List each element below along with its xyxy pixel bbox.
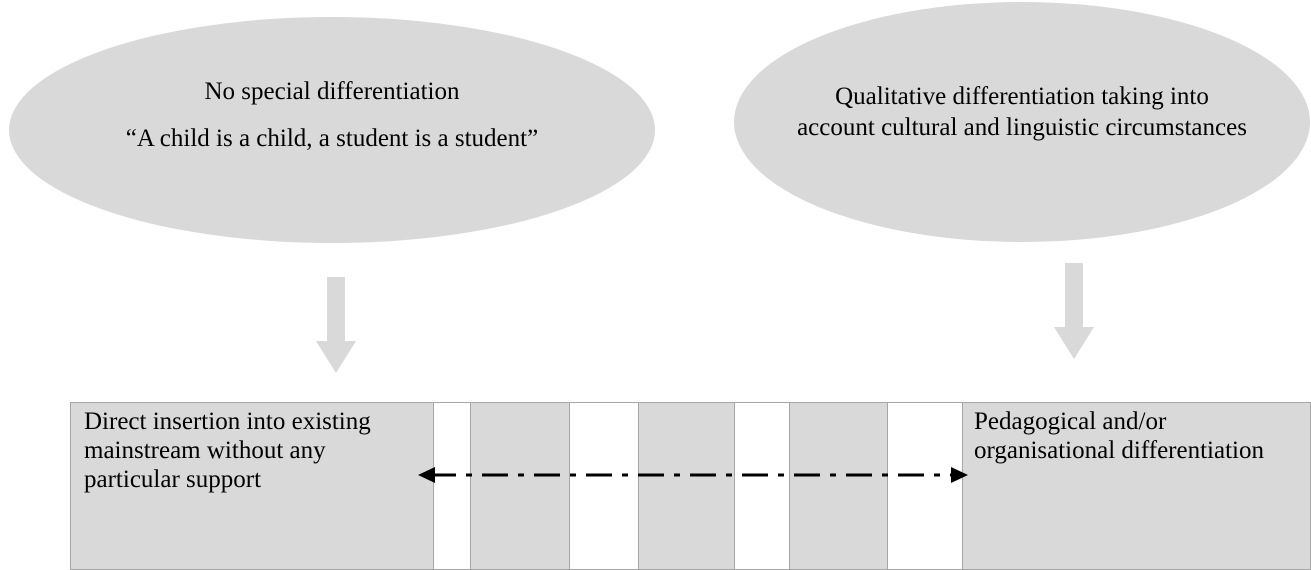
continuum-gap: [433, 402, 471, 570]
left-ellipse-quote: “A child is a child, a student is a stud…: [125, 125, 539, 152]
double-arrow-connector: [418, 467, 968, 483]
right-down-arrow-icon: [1054, 263, 1094, 359]
right-ellipse-text: Qualitative differentiation taking into …: [797, 83, 1247, 141]
left-box-text: Direct insertion into existing mainstrea…: [84, 408, 371, 493]
continuum-cell-left: [70, 402, 434, 570]
right-ellipse: Qualitative differentiation taking into …: [734, 2, 1310, 242]
left-ellipse-title: No special differentiation: [204, 78, 460, 105]
continuum-cell-right: [962, 402, 1311, 570]
right-box-text: Pedagogical and/or organisational differ…: [974, 408, 1264, 464]
continuum-cell: [789, 402, 888, 570]
continuum-gap: [887, 402, 963, 570]
left-down-arrow-icon: [316, 277, 356, 373]
continuum-cell: [638, 402, 735, 570]
left-arrowhead-icon: [418, 467, 435, 483]
right-arrowhead-icon: [951, 467, 968, 483]
continuum-strip: Direct insertion into existing mainstrea…: [70, 402, 1311, 570]
left-ellipse: No special differentiation “A child is a…: [9, 17, 655, 243]
